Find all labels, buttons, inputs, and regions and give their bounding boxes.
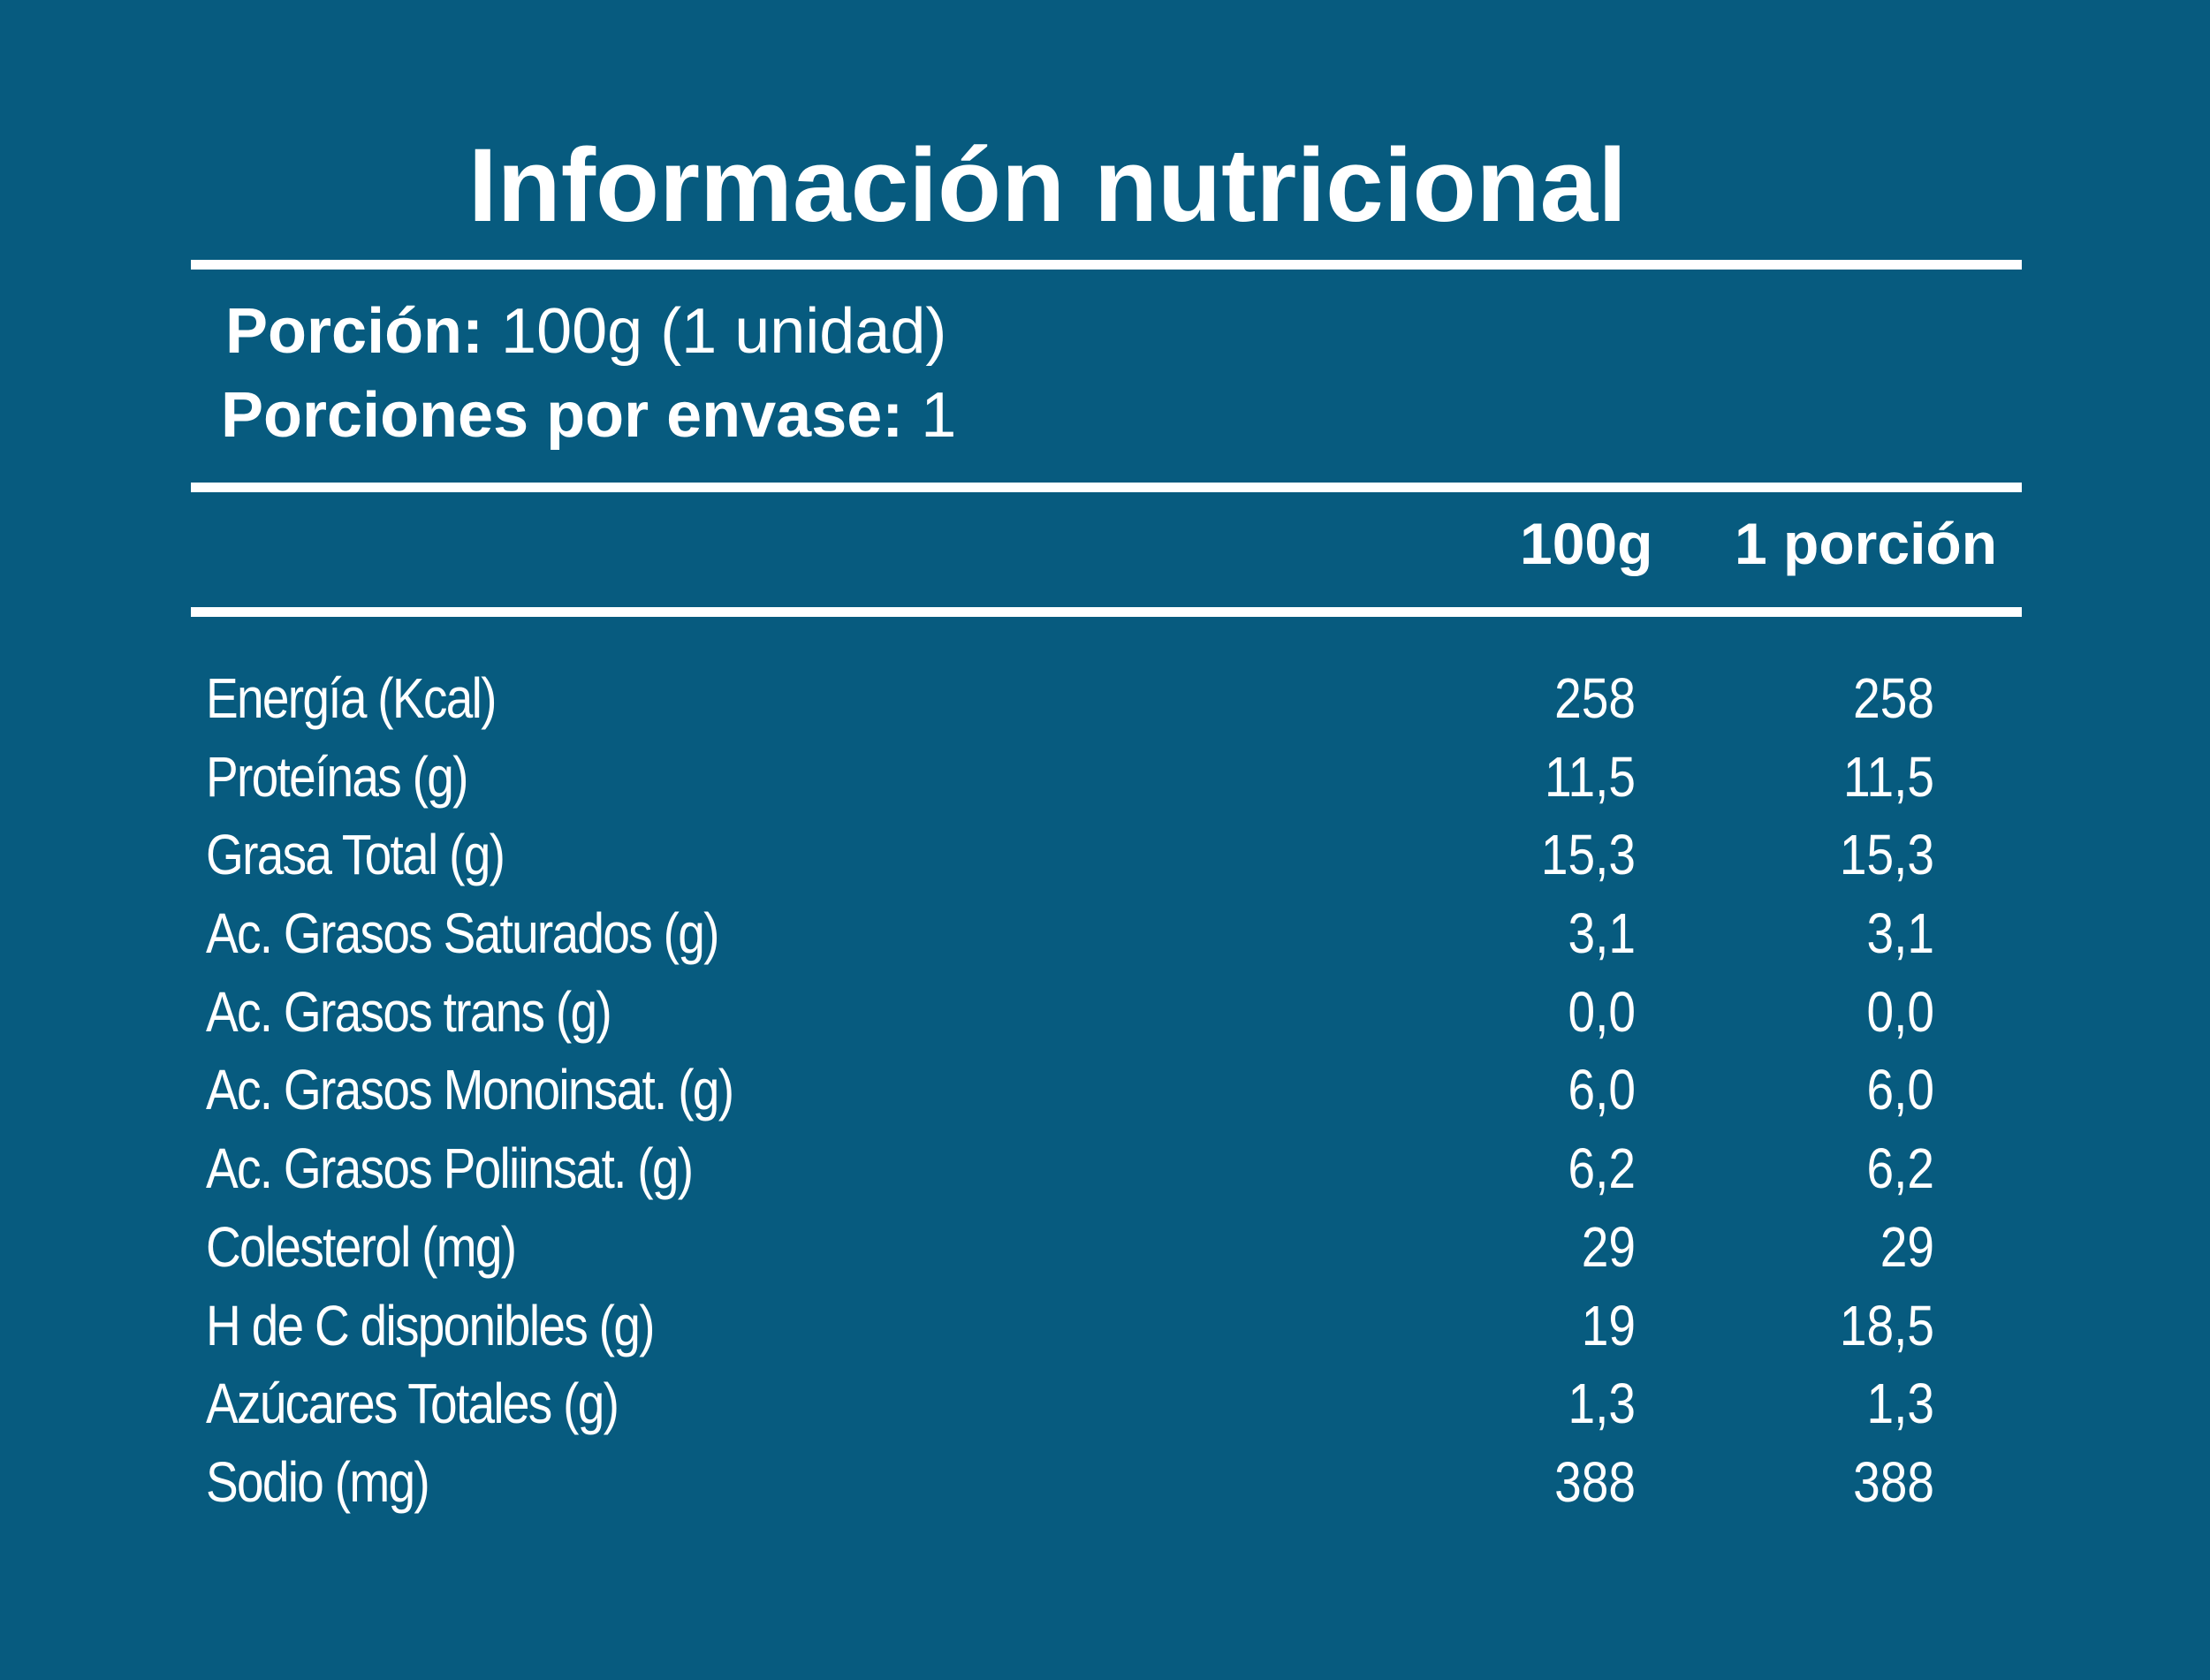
page-title: Información nutricional bbox=[467, 127, 1628, 244]
value-per-100g: 0,0 bbox=[1568, 979, 1636, 1044]
column-header-portion: 1 porción bbox=[1735, 511, 1998, 576]
nutrient-name: Proteínas (g) bbox=[206, 744, 469, 809]
divider-top bbox=[191, 260, 2022, 270]
nutrient-name: Grasa Total (g) bbox=[206, 823, 505, 887]
table-row: Ac. Grasos Monoinsat. (g) 6,0 6,0 bbox=[0, 1051, 2210, 1129]
value-per-100g: 11,5 bbox=[1544, 744, 1636, 809]
nutrient-name: Energía (Kcal) bbox=[206, 666, 497, 730]
servings-label: Porciones por envase: bbox=[221, 380, 904, 451]
value-per-portion: 3,1 bbox=[1866, 901, 1934, 966]
nutrient-name: Azúcares Totales (g) bbox=[206, 1372, 619, 1436]
table-row: Colesterol (mg) 29 29 bbox=[0, 1208, 2210, 1287]
servings-line: Porciones por envase: 1 bbox=[221, 376, 956, 455]
column-header-100g: 100g bbox=[1520, 511, 1653, 576]
nutrient-name: Ac. Grasos Poliinsat. (g) bbox=[206, 1136, 694, 1201]
portion-line: Porción: 100g (1 unidad) bbox=[225, 292, 946, 371]
table-row: Grasa Total (g) 15,3 15,3 bbox=[0, 816, 2210, 894]
value-per-100g: 6,0 bbox=[1568, 1058, 1636, 1122]
nutrient-name: Ac. Grasos Monoinsat. (g) bbox=[206, 1058, 734, 1122]
nutrient-name: Ac. Grasos trans (g) bbox=[206, 979, 612, 1044]
value-per-portion: 388 bbox=[1853, 1449, 1934, 1514]
table-row: Sodio (mg) 388 388 bbox=[0, 1443, 2210, 1522]
value-per-100g: 1,3 bbox=[1568, 1372, 1636, 1436]
table-row: H de C disponibles (g) 19 18,5 bbox=[0, 1287, 2210, 1365]
value-per-portion: 11,5 bbox=[1842, 744, 1934, 809]
value-per-100g: 388 bbox=[1554, 1449, 1636, 1514]
divider-header bbox=[191, 607, 2022, 617]
table-row: Ac. Grasos Saturados (g) 3,1 3,1 bbox=[0, 894, 2210, 973]
nutrient-name: Sodio (mg) bbox=[206, 1449, 430, 1514]
value-per-100g: 3,1 bbox=[1568, 901, 1636, 966]
table-row: Azúcares Totales (g) 1,3 1,3 bbox=[0, 1365, 2210, 1443]
table-row: Energía (Kcal) 258 258 bbox=[0, 659, 2210, 738]
nutrition-table: Energía (Kcal) 258 258 Proteínas (g) 11,5 11,… bbox=[0, 659, 2210, 1522]
value-per-portion: 6,2 bbox=[1866, 1136, 1934, 1201]
servings-value: 1 bbox=[903, 380, 957, 451]
table-row: Ac. Grasos Poliinsat. (g) 6,2 6,2 bbox=[0, 1129, 2210, 1208]
value-per-portion: 0,0 bbox=[1866, 979, 1934, 1044]
table-row: Ac. Grasos trans (g) 0,0 0,0 bbox=[0, 973, 2210, 1052]
value-per-portion: 258 bbox=[1853, 666, 1934, 730]
table-row: Proteínas (g) 11,5 11,5 bbox=[0, 738, 2210, 817]
value-per-portion: 29 bbox=[1880, 1214, 1934, 1279]
portion-value: 100g (1 unidad) bbox=[483, 296, 947, 367]
divider-middle bbox=[191, 483, 2022, 492]
value-per-100g: 258 bbox=[1554, 666, 1636, 730]
portion-label: Porción: bbox=[225, 296, 484, 367]
nutrient-name: H de C disponibles (g) bbox=[206, 1293, 655, 1357]
value-per-portion: 6,0 bbox=[1866, 1058, 1934, 1122]
value-per-100g: 6,2 bbox=[1568, 1136, 1636, 1201]
value-per-100g: 15,3 bbox=[1540, 823, 1636, 887]
nutrient-name: Colesterol (mg) bbox=[206, 1214, 517, 1279]
value-per-portion: 1,3 bbox=[1866, 1372, 1934, 1436]
value-per-portion: 18,5 bbox=[1839, 1293, 1934, 1357]
value-per-portion: 15,3 bbox=[1839, 823, 1934, 887]
nutrient-name: Ac. Grasos Saturados (g) bbox=[206, 901, 719, 966]
value-per-100g: 29 bbox=[1581, 1214, 1636, 1279]
value-per-100g: 19 bbox=[1581, 1293, 1636, 1357]
